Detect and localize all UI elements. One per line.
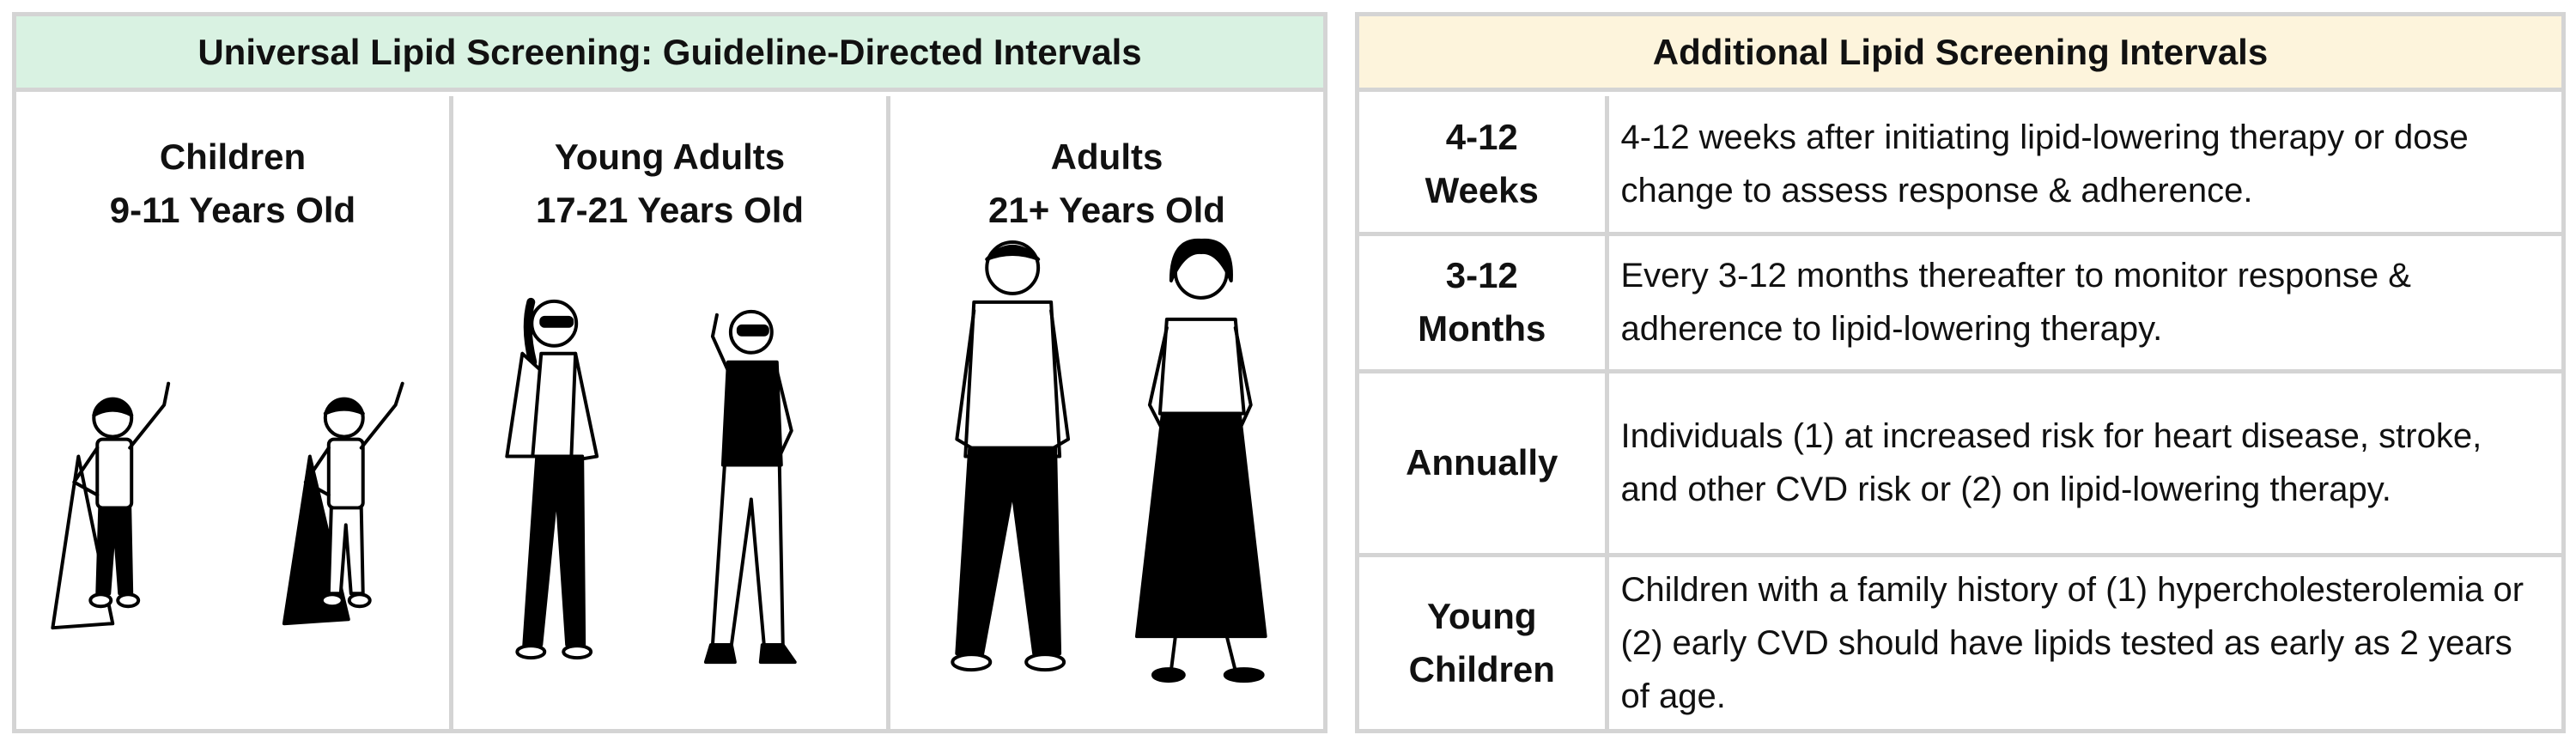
interval-label: 3-12 Months (1359, 231, 1609, 374)
age-group-adults-title: Adults 21+ Years Old (890, 131, 1323, 237)
age-group-young-adults-title: Young Adults 17-21 Years Old (453, 131, 886, 237)
young-adults-illustration (453, 234, 886, 722)
interval-label-line2: Children (1408, 648, 1555, 689)
interval-label-line1: 4-12 (1445, 116, 1518, 157)
interval-label-line1: 3-12 (1445, 255, 1518, 295)
intervals-table: 4-12 Weeks 4-12 weeks after initiating l… (1359, 96, 2561, 729)
table-row: Young Children Children with a family hi… (1359, 552, 2561, 729)
interval-label-line2: Weeks (1425, 169, 1539, 210)
age-group-young-adults-range: 17-21 Years Old (535, 190, 805, 230)
age-group-adults-range: 21+ Years Old (988, 190, 1225, 230)
interval-label: 4-12 Weeks (1359, 96, 1609, 236)
interval-description: Every 3-12 months thereafter to monitor … (1604, 231, 2561, 374)
additional-screening-panel: Additional Lipid Screening Intervals 4-1… (1355, 12, 2566, 733)
age-group-children-range: 9-11 Years Old (109, 190, 356, 230)
age-group-young-adults-name: Young Adults (554, 137, 786, 177)
interval-description: Individuals (1) at increased risk for he… (1604, 368, 2561, 557)
interval-label-line1: Young (1426, 595, 1537, 636)
universal-screening-title: Universal Lipid Screening: Guideline-Dir… (16, 16, 1323, 92)
age-group-columns: Children 9-11 Years Old (16, 96, 1323, 729)
age-group-adults: Adults 21+ Years Old (890, 96, 1323, 729)
age-group-young-adults: Young Adults 17-21 Years Old (453, 96, 890, 729)
age-group-children: Children 9-11 Years Old (16, 96, 453, 729)
additional-screening-title: Additional Lipid Screening Intervals (1359, 16, 2561, 92)
interval-description: 4-12 weeks after initiating lipid-loweri… (1604, 96, 2561, 236)
children-illustration (16, 234, 449, 722)
table-row: 4-12 Weeks 4-12 weeks after initiating l… (1359, 96, 2561, 236)
table-row: 3-12 Months Every 3-12 months thereafter… (1359, 231, 2561, 374)
interval-label: Annually (1359, 368, 1609, 557)
age-group-children-title: Children 9-11 Years Old (16, 131, 449, 237)
age-group-children-name: Children (159, 137, 307, 177)
interval-label-line2: Months (1418, 308, 1546, 349)
age-group-adults-name: Adults (1050, 137, 1163, 177)
interval-label: Young Children (1359, 552, 1609, 729)
table-row: Annually Individuals (1) at increased ri… (1359, 368, 2561, 557)
universal-screening-panel: Universal Lipid Screening: Guideline-Dir… (12, 12, 1327, 733)
adults-illustration (890, 234, 1323, 722)
interval-description: Children with a family history of (1) hy… (1604, 552, 2561, 729)
interval-label-line1: Annually (1406, 442, 1558, 483)
